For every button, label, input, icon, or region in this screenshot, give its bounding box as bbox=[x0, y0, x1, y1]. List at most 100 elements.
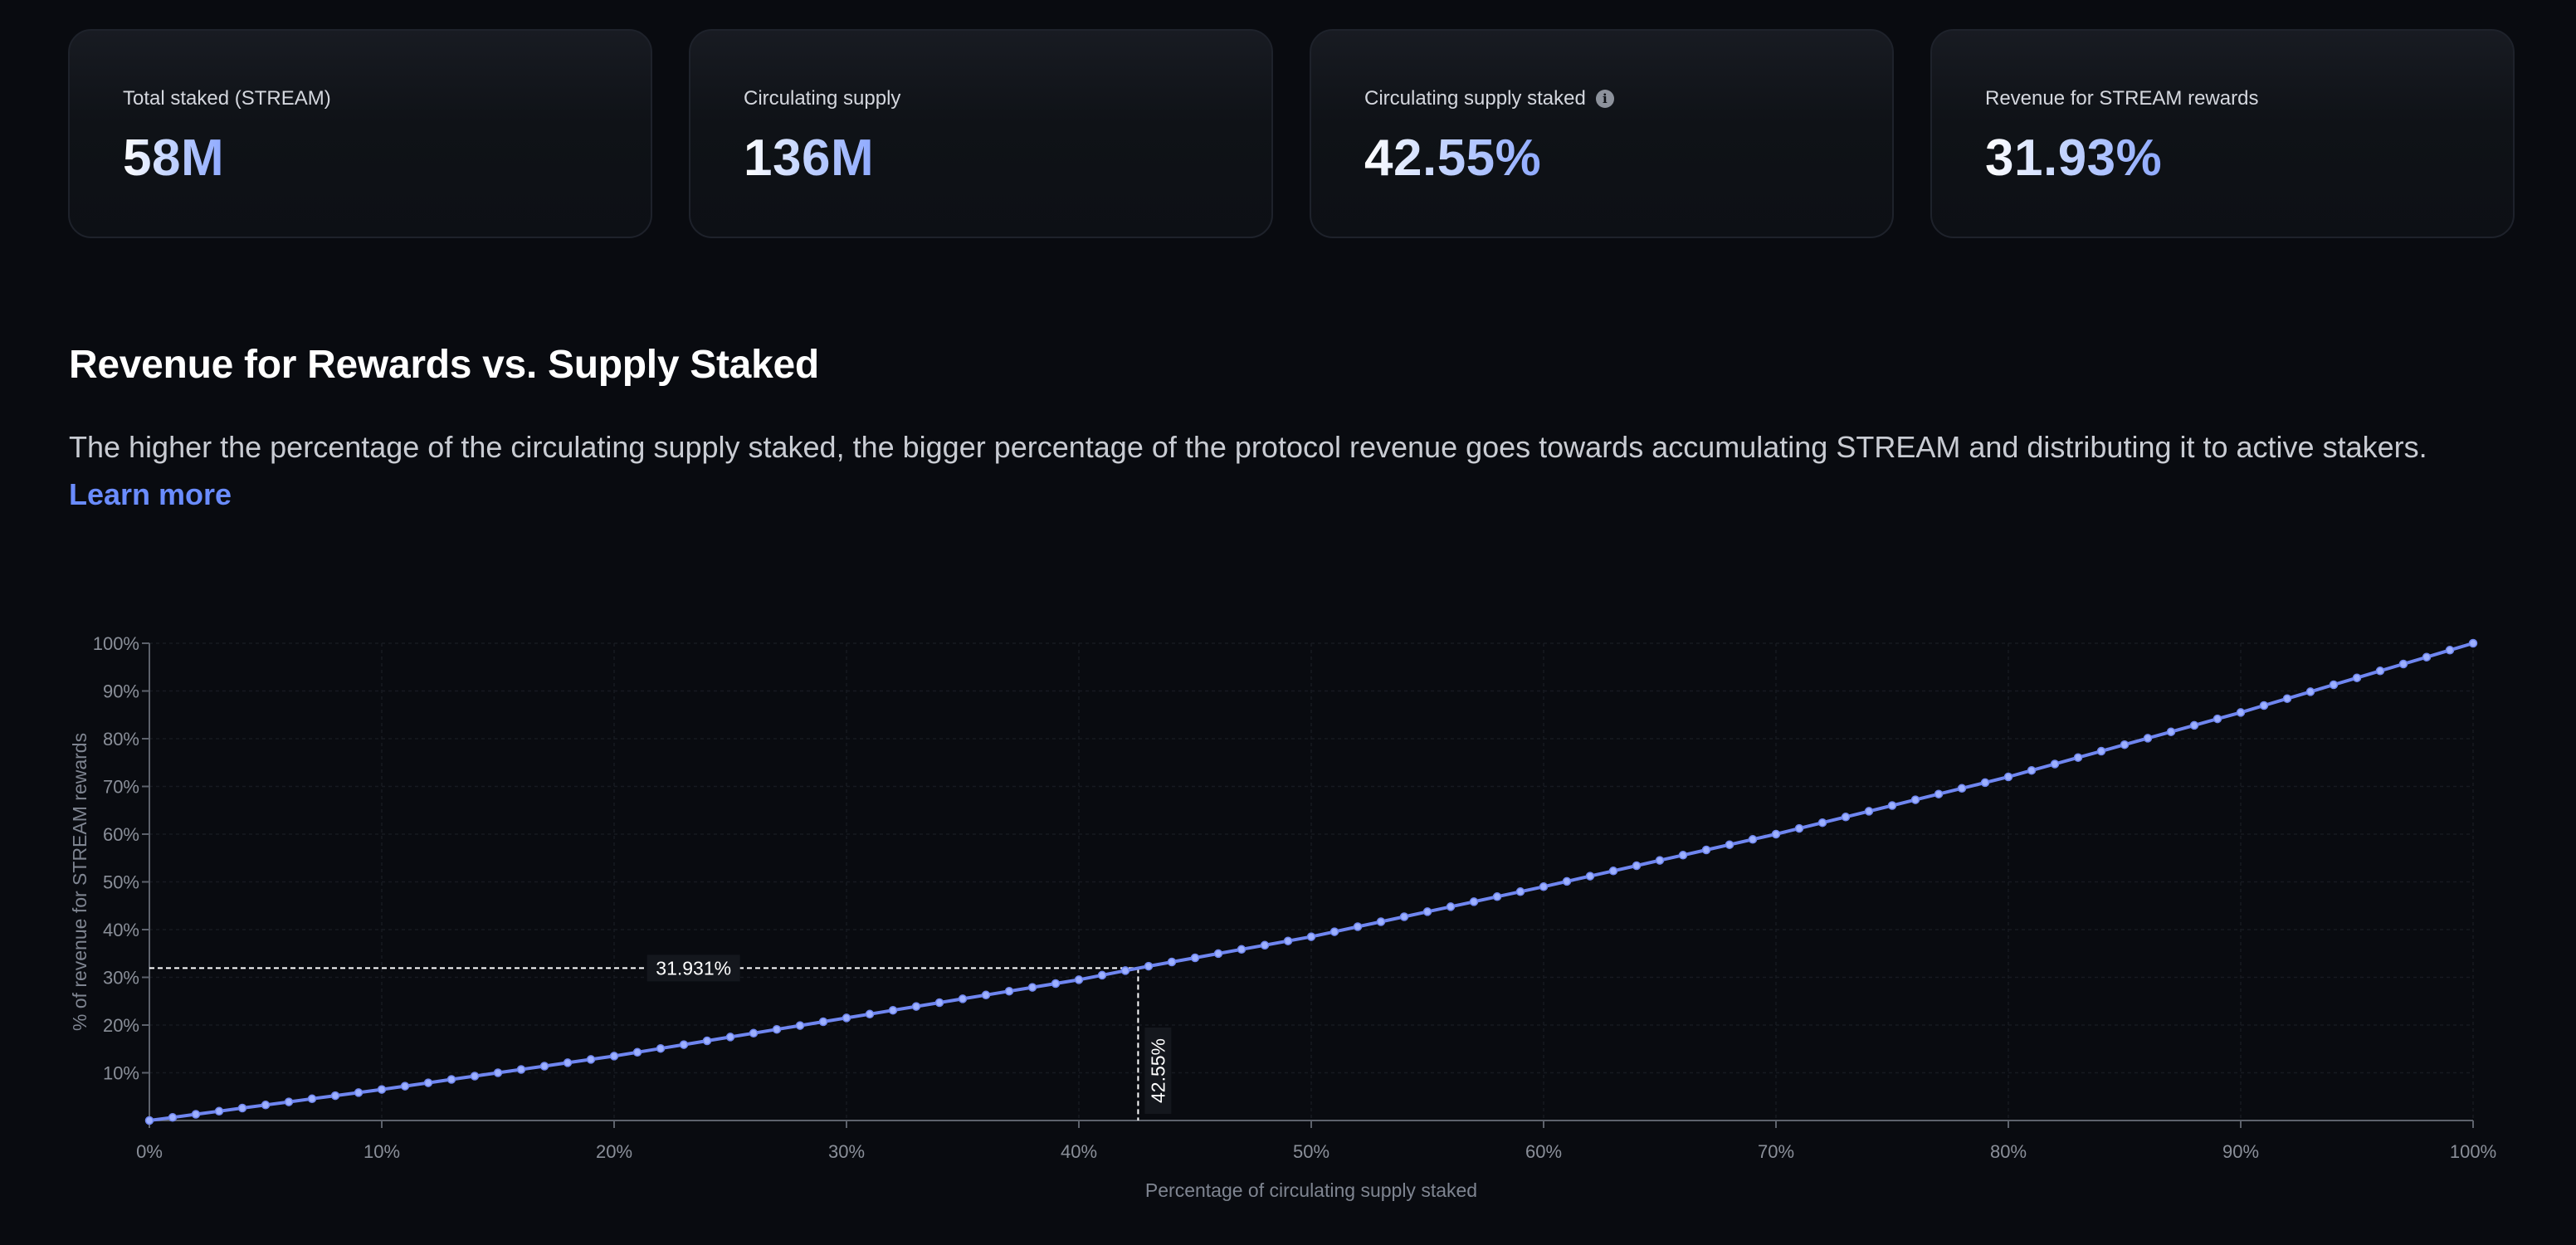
data-point bbox=[516, 1065, 526, 1074]
data-point bbox=[330, 1091, 340, 1101]
data-point bbox=[1585, 872, 1595, 881]
data-point bbox=[1934, 789, 1944, 798]
data-point bbox=[865, 1009, 875, 1019]
info-icon[interactable]: i bbox=[1595, 90, 1614, 108]
section-title: Revenue for Rewards vs. Supply Staked bbox=[69, 343, 819, 387]
data-point bbox=[284, 1097, 294, 1106]
data-point bbox=[656, 1043, 666, 1053]
data-point bbox=[2422, 652, 2432, 662]
data-point bbox=[2352, 673, 2362, 682]
data-point bbox=[307, 1094, 317, 1104]
stat-label: Total staked (STREAM) bbox=[123, 85, 651, 112]
x-tick-label: 20% bbox=[596, 1141, 632, 1162]
x-tick-label: 50% bbox=[1293, 1141, 1329, 1162]
stat-label-text: Revenue for STREAM rewards bbox=[1985, 87, 2259, 110]
stat-card-circulating-supply: Circulating supply 136M bbox=[689, 29, 1273, 238]
stat-label: Circulating supply staked i bbox=[1364, 85, 1892, 112]
data-point bbox=[2445, 646, 2455, 655]
data-point bbox=[795, 1021, 805, 1030]
y-tick-label: 70% bbox=[103, 777, 139, 798]
data-point bbox=[981, 990, 991, 1000]
y-tick-label: 60% bbox=[103, 824, 139, 845]
x-tick-label: 70% bbox=[1758, 1141, 1794, 1162]
data-point bbox=[1051, 979, 1061, 989]
data-point bbox=[1817, 818, 1827, 828]
data-point bbox=[1446, 902, 1456, 911]
x-tick-label: 80% bbox=[1990, 1141, 2027, 1162]
data-point bbox=[1074, 975, 1084, 984]
data-point bbox=[1283, 936, 1293, 945]
stats-row: Total staked (STREAM) 58M Circulating su… bbox=[68, 29, 2515, 238]
data-point bbox=[1097, 970, 1107, 980]
data-point bbox=[1353, 922, 1363, 931]
learn-more-link[interactable]: Learn more bbox=[69, 477, 232, 511]
data-point bbox=[1539, 882, 1549, 891]
stat-label: Circulating supply bbox=[744, 85, 1271, 112]
data-point bbox=[1144, 961, 1154, 971]
data-point bbox=[1004, 986, 1014, 996]
x-tick-label: 40% bbox=[1061, 1141, 1097, 1162]
data-point bbox=[2282, 694, 2292, 703]
data-point bbox=[725, 1033, 735, 1042]
data-point bbox=[609, 1052, 619, 1061]
data-point bbox=[1632, 861, 1642, 871]
data-point bbox=[2305, 687, 2315, 696]
data-point bbox=[191, 1110, 201, 1119]
data-point bbox=[446, 1075, 456, 1084]
data-point bbox=[772, 1024, 782, 1034]
x-annotation-bg bbox=[1144, 1028, 1172, 1114]
stat-card-revenue-rewards: Revenue for STREAM rewards 31.93% bbox=[1930, 29, 2515, 238]
data-point bbox=[911, 1002, 921, 1011]
data-point bbox=[2096, 746, 2106, 756]
data-point bbox=[1748, 835, 1758, 844]
data-point bbox=[423, 1078, 433, 1087]
data-point bbox=[818, 1017, 828, 1027]
data-point bbox=[2189, 720, 2199, 730]
data-point bbox=[237, 1103, 247, 1113]
data-point bbox=[377, 1085, 387, 1094]
stat-value: 136M bbox=[744, 129, 875, 187]
data-point bbox=[1306, 932, 1316, 941]
data-point bbox=[2073, 753, 2083, 762]
data-point bbox=[2398, 659, 2408, 669]
stat-card-total-staked: Total staked (STREAM) 58M bbox=[68, 29, 652, 238]
data-point bbox=[1237, 945, 1247, 954]
y-tick-label: 10% bbox=[103, 1063, 139, 1084]
data-point bbox=[1492, 892, 1502, 901]
data-point bbox=[563, 1058, 573, 1067]
data-point bbox=[632, 1047, 642, 1057]
data-point bbox=[1794, 823, 1804, 833]
data-point bbox=[470, 1072, 480, 1081]
data-point bbox=[1608, 867, 1618, 876]
stat-value: 58M bbox=[123, 129, 225, 187]
data-point bbox=[354, 1088, 363, 1097]
data-point bbox=[2213, 714, 2222, 724]
data-point bbox=[2166, 727, 2176, 736]
y-tick-label: 90% bbox=[103, 681, 139, 702]
chart-labels: 0% 10% 20% 30% 40% 50% 60% 70% 80% 90% 100%10%20%3… bbox=[69, 633, 2496, 1201]
data-point bbox=[2468, 638, 2478, 648]
data-point bbox=[842, 1013, 851, 1023]
data-point bbox=[400, 1081, 410, 1091]
data-point bbox=[168, 1113, 178, 1122]
data-point bbox=[1864, 807, 1874, 816]
x-annotation-label: 42.55% bbox=[1147, 1038, 1168, 1103]
data-point bbox=[2027, 765, 2037, 775]
data-point bbox=[1190, 953, 1200, 963]
revenue-vs-staked-chart: 31.931% 42.55% 0% 10% 20% 30% 40% 50% 60% 70% 80%… bbox=[69, 633, 2496, 1201]
x-tick-label: 10% bbox=[363, 1141, 400, 1162]
stat-card-supply-staked: Circulating supply staked i 42.55% bbox=[1310, 29, 1894, 238]
data-point bbox=[1910, 795, 1920, 804]
stat-label-text: Circulating supply bbox=[744, 87, 901, 110]
data-point bbox=[2375, 666, 2385, 676]
data-point bbox=[1841, 813, 1851, 822]
stat-value: 42.55% bbox=[1364, 129, 1542, 187]
data-point bbox=[2329, 680, 2339, 690]
data-point bbox=[679, 1040, 689, 1049]
y-axis-title: % of revenue for STREAM rewards bbox=[69, 733, 90, 1031]
data-point bbox=[958, 994, 968, 1003]
data-point bbox=[1725, 840, 1734, 849]
data-point bbox=[1329, 927, 1339, 936]
y-tick-label: 80% bbox=[103, 729, 139, 749]
data-point bbox=[888, 1005, 898, 1015]
